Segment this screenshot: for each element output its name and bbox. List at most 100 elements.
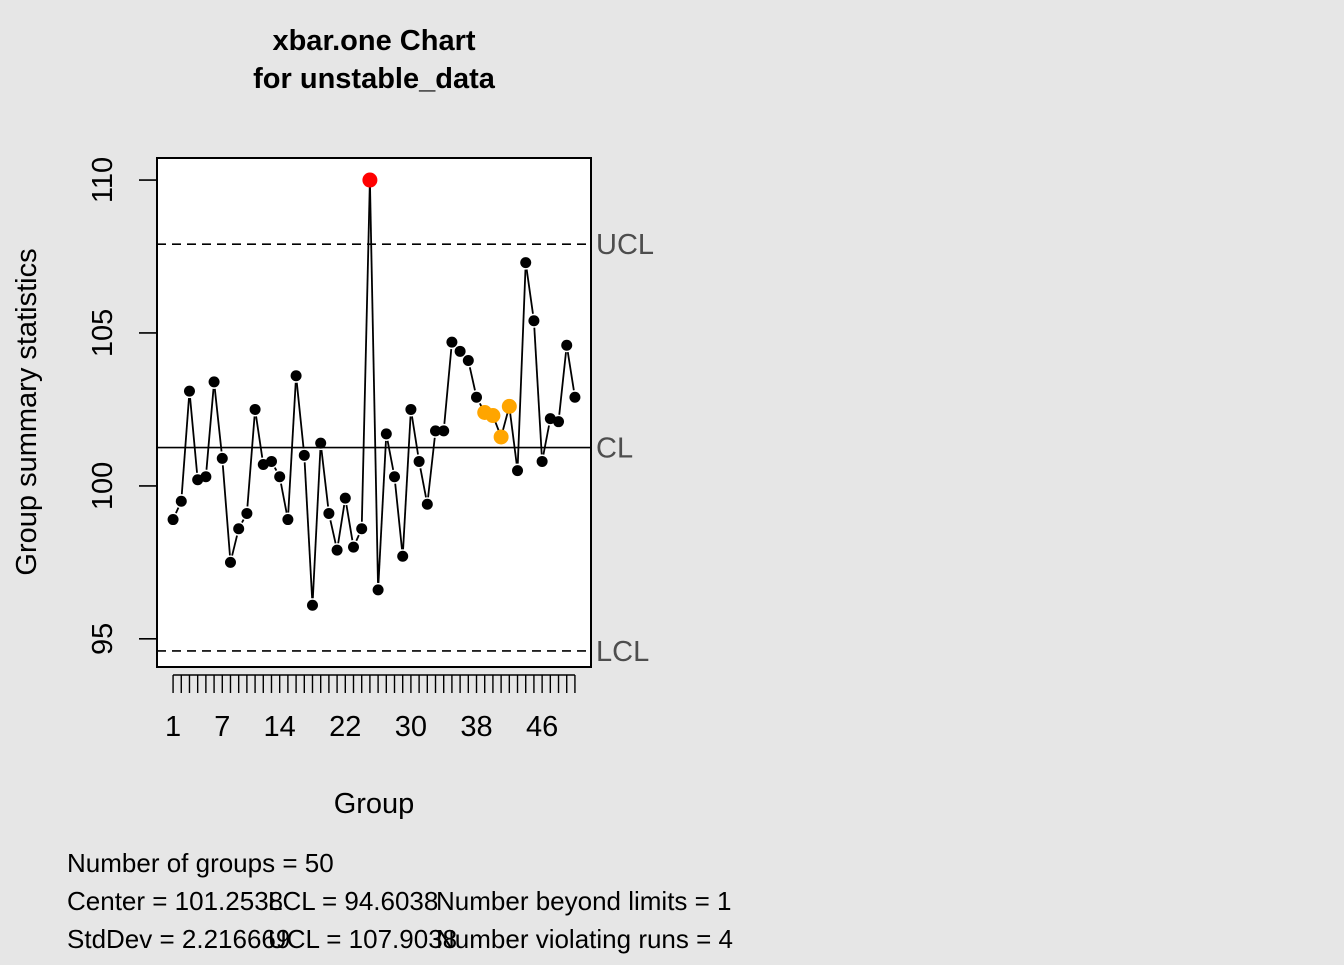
series-segment [320,449,329,507]
y-axis: 95 100 105 110 [87,157,157,655]
data-point [405,403,417,415]
series-segment [355,534,360,542]
data-point [347,541,359,553]
stats-lcl: LCL = 94.6038 [268,886,438,916]
series-segment [337,504,346,544]
data-point [249,403,261,415]
y-tick-label: 105 [87,309,119,357]
series-segment [369,187,379,583]
data-point [512,465,524,477]
series-segment [311,450,322,599]
data-point [274,471,286,483]
data-point [200,471,212,483]
data-point [446,336,458,348]
series-segment [189,397,198,473]
x-axis-title: Group [334,788,415,820]
series-segment [566,351,575,391]
series-segment [246,416,256,507]
data-point [216,452,228,464]
data-point [471,391,483,403]
data-point [183,385,195,397]
stats-groups: Number of groups = 50 [67,848,334,878]
series-segment [175,507,180,514]
series-segment [411,416,419,455]
chart-title: xbar.one Chart [272,25,475,57]
data-point [430,425,442,437]
series-segment [231,535,238,556]
series-segment [386,440,395,471]
x-tick-label: 22 [329,711,361,743]
series-segment [345,504,354,541]
x-tick-label: 14 [264,711,296,743]
ucl-label: UCL [596,229,654,261]
series-segment [303,462,314,599]
data-point [356,523,368,535]
data-point [380,428,392,440]
series-segment [419,468,427,498]
data-point [372,584,384,596]
series-segment [280,483,288,513]
data-point [520,257,532,269]
data-point [553,416,565,428]
series-segment [205,388,215,470]
chart-subtitle: for unstable_data [253,63,496,95]
series-segment [295,382,305,449]
series-segment [443,349,453,424]
data-point-beyond-limits [362,172,378,188]
series-segment [287,382,297,513]
stats-beyond: Number beyond limits = 1 [436,886,732,916]
data-point [462,354,474,366]
data-point-violating-run [501,398,517,414]
y-tick-label: 110 [87,157,119,203]
series-segment [360,187,371,522]
data-point [175,495,187,507]
series-segment [494,421,500,431]
data-point [323,507,335,519]
series-segment [502,412,509,431]
series-segment [180,398,190,495]
data-point [331,544,343,556]
data-point [298,449,310,461]
data-point [569,391,581,403]
data-point-violating-run [493,429,509,445]
data-point [224,556,236,568]
data-point [290,370,302,382]
data-point [241,507,253,519]
x-tick-label: 30 [395,711,427,743]
series-segment [509,413,518,464]
series-segment [533,327,543,455]
series-segment [525,269,534,314]
series-segment [427,437,436,498]
series-segment [558,352,567,415]
stats-violating: Number violating runs = 4 [436,924,733,954]
data-point [454,345,466,357]
lcl-label: LCL [596,636,649,668]
data-point [265,455,277,467]
series-segment [402,416,412,550]
series-segment [468,367,476,391]
data-point [339,492,351,504]
series-segment [213,388,223,452]
x-axis: 1 7 14 22 30 38 46 [165,674,576,743]
data-point [397,550,409,562]
stats-stddev: StdDev = 2.216669 [67,924,290,954]
data-point [421,498,433,510]
series-segment [255,416,264,458]
data-point [282,514,294,526]
y-tick-label: 100 [87,462,119,510]
series-segment [542,425,550,455]
data-point [306,599,318,611]
stats-ucl: UCL = 107.9038 [268,924,457,954]
data-point [233,523,245,535]
series-segment [274,467,278,471]
stats-center: Center = 101.2538 [67,886,283,916]
series-segments [175,187,575,599]
series-segment [329,520,337,544]
series-segment [479,402,483,407]
series-segment [221,465,231,556]
x-tick-label: 38 [460,711,492,743]
x-tick-label: 46 [526,711,558,743]
data-point [561,339,573,351]
